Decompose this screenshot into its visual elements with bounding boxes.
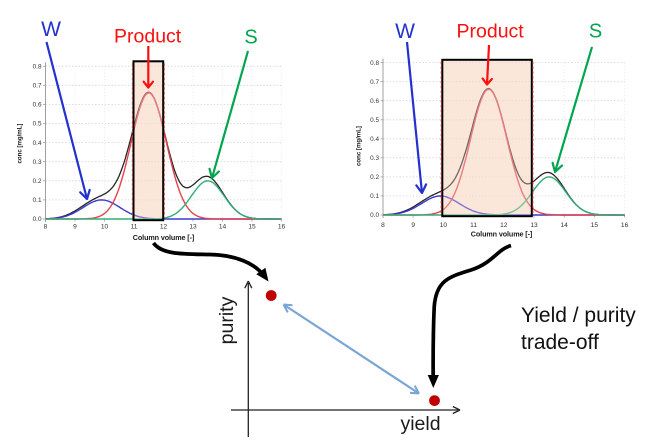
svg-text:10: 10 [440,222,448,229]
svg-text:15: 15 [248,224,256,231]
svg-text:Column volume [-]: Column volume [-] [471,230,532,239]
svg-text:purity: purity [216,296,238,344]
svg-text:14: 14 [561,222,569,229]
svg-text:13: 13 [530,222,538,229]
svg-text:0.4: 0.4 [370,136,379,143]
svg-text:11: 11 [470,222,477,229]
svg-text:0.6: 0.6 [33,102,42,109]
svg-text:9: 9 [73,224,77,231]
svg-text:11: 11 [131,224,138,231]
svg-text:trade-off: trade-off [521,331,599,354]
svg-text:16: 16 [278,224,286,231]
svg-text:0.3: 0.3 [33,159,42,166]
svg-text:yield: yield [400,413,440,435]
svg-text:9: 9 [411,222,415,229]
svg-text:Product: Product [457,21,525,43]
svg-text:0.5: 0.5 [370,117,379,124]
svg-text:0.1: 0.1 [33,197,42,204]
svg-text:W: W [395,20,415,43]
svg-text:0.0: 0.0 [370,212,379,219]
svg-text:S: S [589,21,602,43]
svg-text:0.1: 0.1 [370,193,379,200]
svg-text:0.0: 0.0 [33,216,42,223]
svg-text:0.2: 0.2 [33,178,42,185]
svg-text:0.5: 0.5 [33,121,42,128]
svg-text:Yield / purity: Yield / purity [521,304,636,327]
svg-text:14: 14 [219,224,227,231]
svg-text:conc [mg/mL]: conc [mg/mL] [17,124,24,164]
svg-text:Column volume [-]: Column volume [-] [133,233,194,242]
svg-text:conc [mg/mL]: conc [mg/mL] [356,126,363,166]
svg-text:8: 8 [44,224,48,231]
svg-text:Product: Product [114,26,182,48]
svg-text:S: S [244,27,257,49]
svg-text:16: 16 [621,222,629,229]
svg-text:0.3: 0.3 [370,155,379,162]
svg-text:W: W [41,18,61,41]
svg-text:0.4: 0.4 [33,140,42,147]
svg-text:10: 10 [101,224,109,231]
svg-text:12: 12 [160,224,168,231]
svg-text:15: 15 [591,222,599,229]
svg-text:0.8: 0.8 [33,63,42,70]
svg-text:13: 13 [189,224,197,231]
svg-text:0.7: 0.7 [370,79,379,86]
svg-text:12: 12 [500,222,508,229]
svg-text:0.8: 0.8 [370,60,379,67]
svg-text:0.6: 0.6 [370,98,379,105]
svg-text:8: 8 [381,222,385,229]
svg-text:0.2: 0.2 [370,174,379,181]
svg-text:0.7: 0.7 [33,83,42,90]
